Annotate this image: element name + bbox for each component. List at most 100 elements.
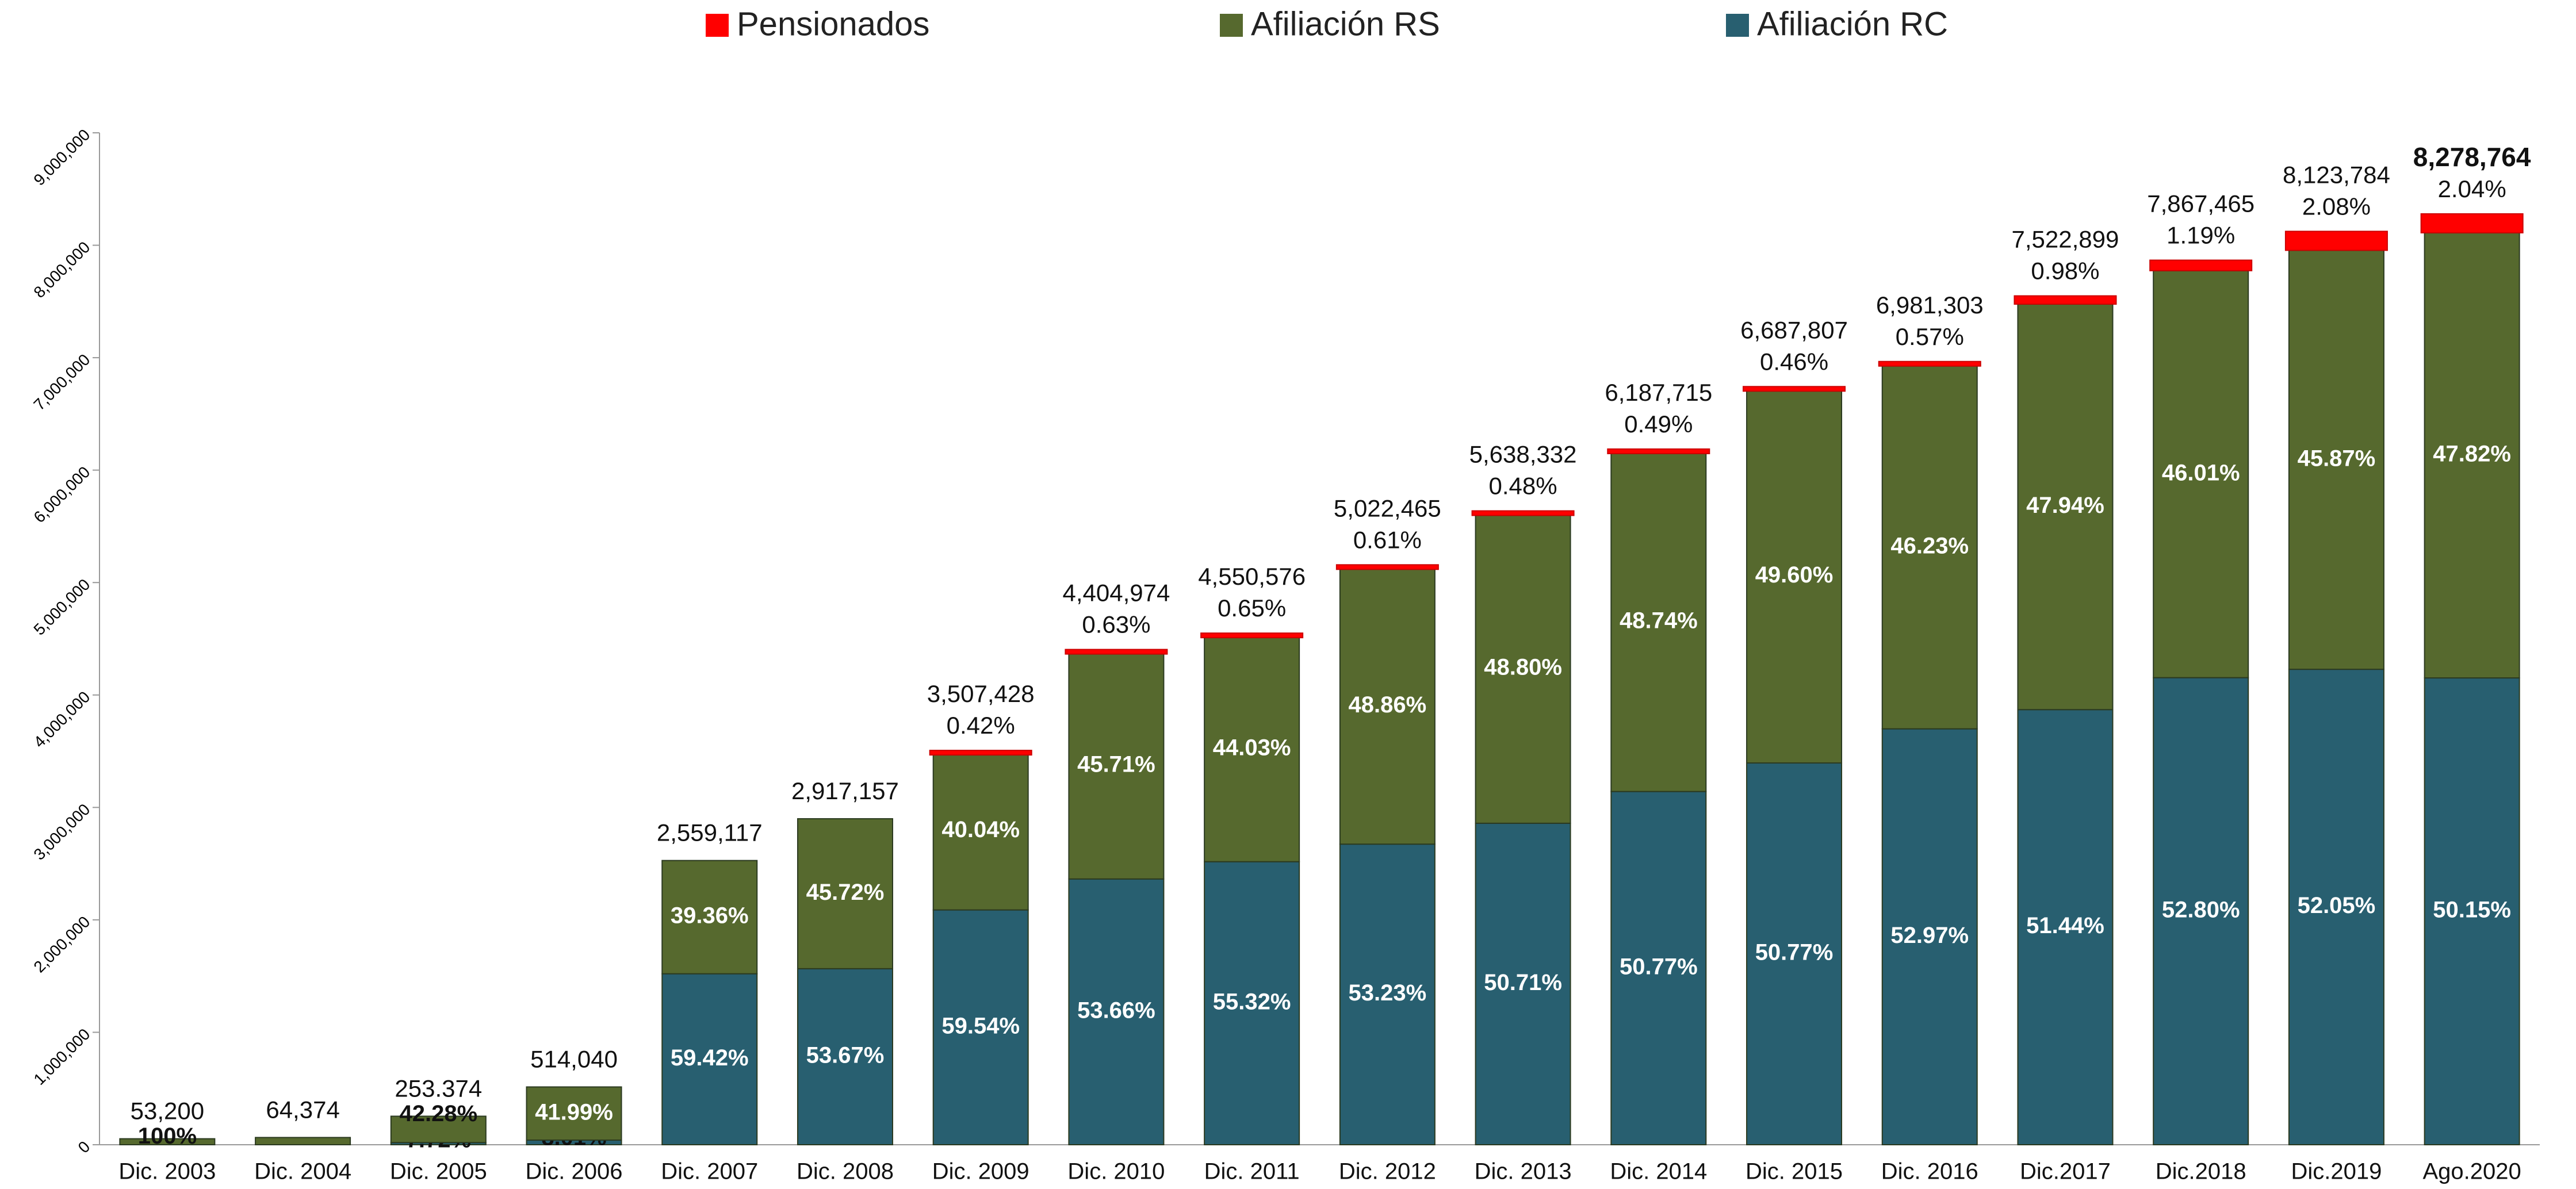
x-tick-label: Dic. 2011 (1204, 1159, 1300, 1184)
segment-label: 44.03% (1213, 735, 1291, 760)
pensionados-label: 0.46% (1760, 348, 1828, 375)
total-label: 4,550,576 (1198, 563, 1306, 590)
total-label: 53,200 (131, 1098, 204, 1125)
bar-segment (1339, 567, 1436, 845)
bar-segment (929, 750, 1032, 756)
segment-label: 47.94% (2026, 493, 2104, 518)
bar-segment (2424, 677, 2520, 1145)
x-tick-label: Dic. 2004 (254, 1159, 351, 1184)
x-tick-label: Dic. 2015 (1746, 1159, 1843, 1184)
bar-segment (1068, 652, 1165, 880)
bar-segment (1607, 448, 1710, 454)
total-label: 5,022,465 (1334, 494, 1441, 521)
segment-label: 49.60% (1755, 562, 1834, 588)
bar-segment (1746, 389, 1843, 764)
y-tick-label: 2,000,000 (30, 912, 93, 976)
x-tick-label: Dic.2017 (2020, 1159, 2111, 1184)
bar-segment (1610, 791, 1707, 1145)
bar-segment (390, 1115, 487, 1144)
bar-segment (797, 818, 893, 969)
segment-label: 59.42% (671, 1045, 749, 1071)
total-label: 3,507,428 (927, 680, 1035, 707)
segment-label: 45.71% (1077, 751, 1155, 777)
total-label: 2,559,117 (657, 819, 763, 846)
pensionados-label: 0.49% (1624, 411, 1693, 438)
x-tick-label: Dic. 2006 (526, 1159, 623, 1184)
x-tick-label: Dic. 2012 (1339, 1159, 1436, 1184)
total-label: 5,638,332 (1469, 441, 1577, 468)
total-label: 7,867,465 (2147, 190, 2255, 217)
bar-segment (255, 1137, 351, 1145)
bar-segment (2017, 709, 2114, 1145)
total-label: 514,040 (530, 1046, 618, 1073)
segment-label: 55.32% (1213, 989, 1291, 1014)
legend-swatch (1726, 14, 1749, 37)
segment-label: 46.23% (1890, 534, 1969, 559)
bar-segment (1878, 360, 1981, 367)
bar-segment (2420, 213, 2524, 233)
bar-segment (1339, 843, 1436, 1145)
bar-segment (1881, 365, 1978, 730)
segment-label: 50.77% (1755, 940, 1834, 965)
pensionados-label: 2.04% (2438, 175, 2506, 202)
y-tick-label: 5,000,000 (30, 576, 93, 639)
y-tick-label: 9,000,000 (30, 126, 93, 189)
bar-segment (119, 1138, 216, 1145)
x-tick-label: Dic. 2008 (797, 1159, 894, 1184)
pensionados-label: 0.48% (1489, 473, 1557, 500)
x-tick-label: Dic. 2016 (1881, 1159, 1978, 1184)
pensionados-label: 0.65% (1218, 594, 1286, 622)
legend-label: Afiliación RS (1251, 5, 1440, 43)
pensionados-label: 0.57% (1896, 323, 1964, 350)
bar-segment (2284, 231, 2388, 251)
legend-swatch (1220, 14, 1243, 37)
bar-segment (2288, 669, 2384, 1145)
bar-segment (661, 860, 758, 975)
x-tick-label: Dic. 2005 (390, 1159, 487, 1184)
bar-segment (1065, 649, 1168, 655)
bar-segment (2153, 270, 2249, 678)
total-label: 7,522,899 (2012, 226, 2119, 253)
bar-segment (1743, 386, 1846, 392)
bar-segment (797, 968, 893, 1146)
bar-segment (1471, 510, 1575, 516)
bar-segment (1200, 632, 1304, 639)
bar-segment (2014, 295, 2117, 305)
bar-segment (1610, 451, 1707, 792)
y-tick-label: 3,000,000 (30, 800, 93, 864)
pensionados-label: 2.08% (2302, 193, 2371, 220)
y-tick-label: 8,000,000 (30, 238, 93, 301)
bar-segment (2288, 250, 2384, 670)
total-label: 253.374 (395, 1075, 482, 1102)
total-label: 4,404,974 (1062, 580, 1170, 607)
y-tick-label: 7,000,000 (30, 351, 93, 414)
segment-label: 53.66% (1077, 998, 1155, 1023)
total-label: 6,187,715 (1605, 379, 1712, 406)
segment-label: 48.86% (1349, 692, 1427, 718)
segment-label: 52.05% (2298, 893, 2376, 918)
x-tick-label: Dic. 2014 (1610, 1159, 1707, 1184)
total-label: 8,278,764 (2413, 142, 2531, 172)
segment-label: 52.80% (2162, 897, 2240, 922)
bar-segment (1881, 728, 1978, 1145)
segment-label: 53.23% (1349, 980, 1427, 1006)
bar-segment (1068, 878, 1165, 1145)
total-label: 64,374 (266, 1096, 339, 1123)
pensionados-label: 0.63% (1082, 611, 1150, 638)
x-tick-label: Dic.2018 (2156, 1159, 2246, 1184)
bar-segment (1335, 564, 1439, 570)
total-label: 2,917,157 (791, 777, 899, 804)
segment-label: 50.71% (1484, 970, 1562, 995)
legend-swatch (706, 14, 729, 37)
segment-label: 46.01% (2162, 460, 2240, 485)
bar-segment (1746, 762, 1843, 1145)
bar-segment (1475, 513, 1571, 824)
legend-label: Afiliación RC (1757, 5, 1948, 43)
y-tick-label: 1,000,000 (30, 1025, 93, 1088)
x-tick-label: Ago.2020 (2422, 1159, 2521, 1184)
bar-segment (2149, 259, 2253, 271)
segment-label: 47.82% (2433, 442, 2511, 467)
y-tick-label: 4,000,000 (30, 688, 93, 751)
segment-label: 48.74% (1620, 608, 1698, 633)
segment-label: 53.67% (806, 1042, 885, 1068)
